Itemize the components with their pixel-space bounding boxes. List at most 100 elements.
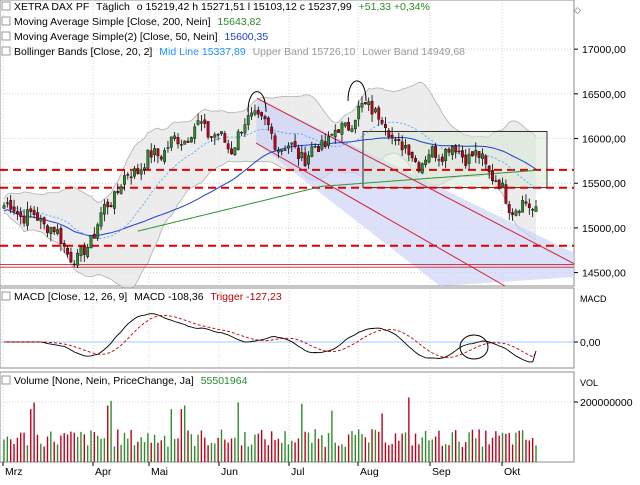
volume-bar: [157, 442, 159, 462]
candle-body: [307, 155, 310, 165]
candle-body: [46, 225, 49, 233]
candle-body: [79, 246, 83, 256]
bollinger-mid-line: [3, 121, 537, 239]
candle-body: [287, 145, 290, 149]
volume-bar: [307, 432, 310, 462]
volume-bar: [327, 433, 330, 462]
volume-bar: [515, 432, 517, 462]
trend-channel-lines: [255, 97, 575, 287]
candle-body: [317, 145, 320, 152]
candle-body: [166, 147, 170, 149]
collapse-toggle-icon[interactable]: [1, 1, 11, 11]
ma200-label: Moving Average Simple [Close, 200, Nein]: [14, 16, 211, 28]
candle-body: [96, 224, 100, 239]
volume-bar: [237, 402, 239, 462]
candle-body: [481, 153, 484, 159]
macd-grid: [2, 288, 503, 368]
candle-body: [76, 253, 80, 266]
candle-body: [220, 131, 223, 134]
axis-settings-icon[interactable]: ◇: [574, 5, 581, 15]
volume-bar: [344, 446, 346, 462]
candle-body: [397, 139, 401, 141]
volume-bar: [388, 445, 390, 462]
candlesticks: [2, 94, 538, 269]
candle-body: [89, 235, 93, 248]
volume-bar: [187, 430, 189, 462]
candle-body: [471, 151, 474, 156]
candle-body: [534, 206, 538, 212]
symbol-label: XETRA DAX PF: [14, 1, 89, 13]
volume-bar: [43, 446, 45, 462]
candle-body: [266, 117, 270, 126]
volume-bar: [374, 429, 377, 462]
time-axis-label: Jul: [291, 466, 304, 478]
candle-body: [474, 149, 478, 156]
candle-body: [5, 202, 9, 204]
candle-body: [521, 200, 525, 213]
candle-body: [113, 191, 116, 209]
volume-bar: [521, 430, 524, 462]
macd-toggle-icon[interactable]: [1, 291, 11, 301]
candle-body: [240, 131, 243, 134]
volume-bar: [381, 413, 383, 462]
volume-bar: [357, 429, 360, 462]
candle-body: [320, 139, 324, 150]
candle-body: [29, 208, 33, 212]
candle-body: [149, 150, 153, 158]
candle-body: [343, 122, 347, 127]
ma50-toggle-icon[interactable]: [1, 31, 11, 41]
candle-body: [12, 206, 16, 212]
volume-bar: [485, 430, 487, 462]
candle-body: [514, 210, 518, 216]
volume-bar: [341, 444, 343, 462]
svg-text:Moving Average Simple(2) [Clos: Moving Average Simple(2) [Close, 50, Nei…: [14, 31, 268, 43]
volume-bar: [448, 445, 450, 462]
svg-text:Volume [None, Nein, PriceChang: Volume [None, Nein, PriceChange, Ja] 555…: [14, 375, 248, 387]
candle-body: [196, 120, 200, 125]
candle-body: [464, 154, 468, 166]
bollinger-upper-band: [3, 81, 537, 203]
candle-body: [444, 148, 448, 162]
volume-bar: [26, 445, 29, 462]
candle-body: [350, 128, 354, 132]
volume-bar: [314, 429, 316, 462]
volume-bar: [508, 433, 510, 462]
volume-bar: [20, 432, 22, 462]
candle-body: [367, 101, 371, 106]
volume-bar: [107, 405, 109, 462]
volume-bar: [488, 444, 490, 462]
candle-body: [260, 112, 264, 117]
volume-bar: [90, 430, 92, 462]
candle-body: [276, 150, 280, 153]
volume-toggle-icon[interactable]: [1, 375, 11, 385]
bollinger-toggle-icon[interactable]: [1, 46, 11, 56]
ma200-toggle-icon[interactable]: [1, 16, 11, 26]
volume-bar: [210, 442, 213, 462]
volume-bar: [194, 445, 196, 462]
volume-bar: [190, 434, 193, 462]
volume-bar: [468, 432, 470, 462]
candle-body: [126, 174, 130, 176]
candle-body: [39, 218, 43, 222]
volume-bar: [291, 440, 293, 462]
volume-bar: [220, 429, 223, 462]
volume-bar: [337, 445, 340, 462]
trigger-value: Trigger -127,23: [210, 291, 282, 303]
volume-bar: [244, 432, 246, 462]
candle-body: [189, 137, 193, 143]
candle-body: [19, 211, 23, 217]
macd-label: MACD [Close, 12, 26, 9]: [14, 291, 127, 303]
candle-body: [387, 130, 391, 138]
volume-bar: [143, 441, 146, 462]
volume-bar: [384, 442, 387, 462]
candle-body: [56, 229, 59, 234]
channel-upper-line: [256, 97, 575, 265]
candle-body: [377, 107, 381, 120]
volume-bar: [444, 444, 447, 462]
candle-body: [226, 143, 230, 150]
candle-body: [497, 179, 501, 189]
volume-bar: [281, 442, 283, 462]
candle-body: [323, 141, 327, 147]
candle-body: [42, 217, 46, 225]
candle-body: [36, 212, 39, 221]
